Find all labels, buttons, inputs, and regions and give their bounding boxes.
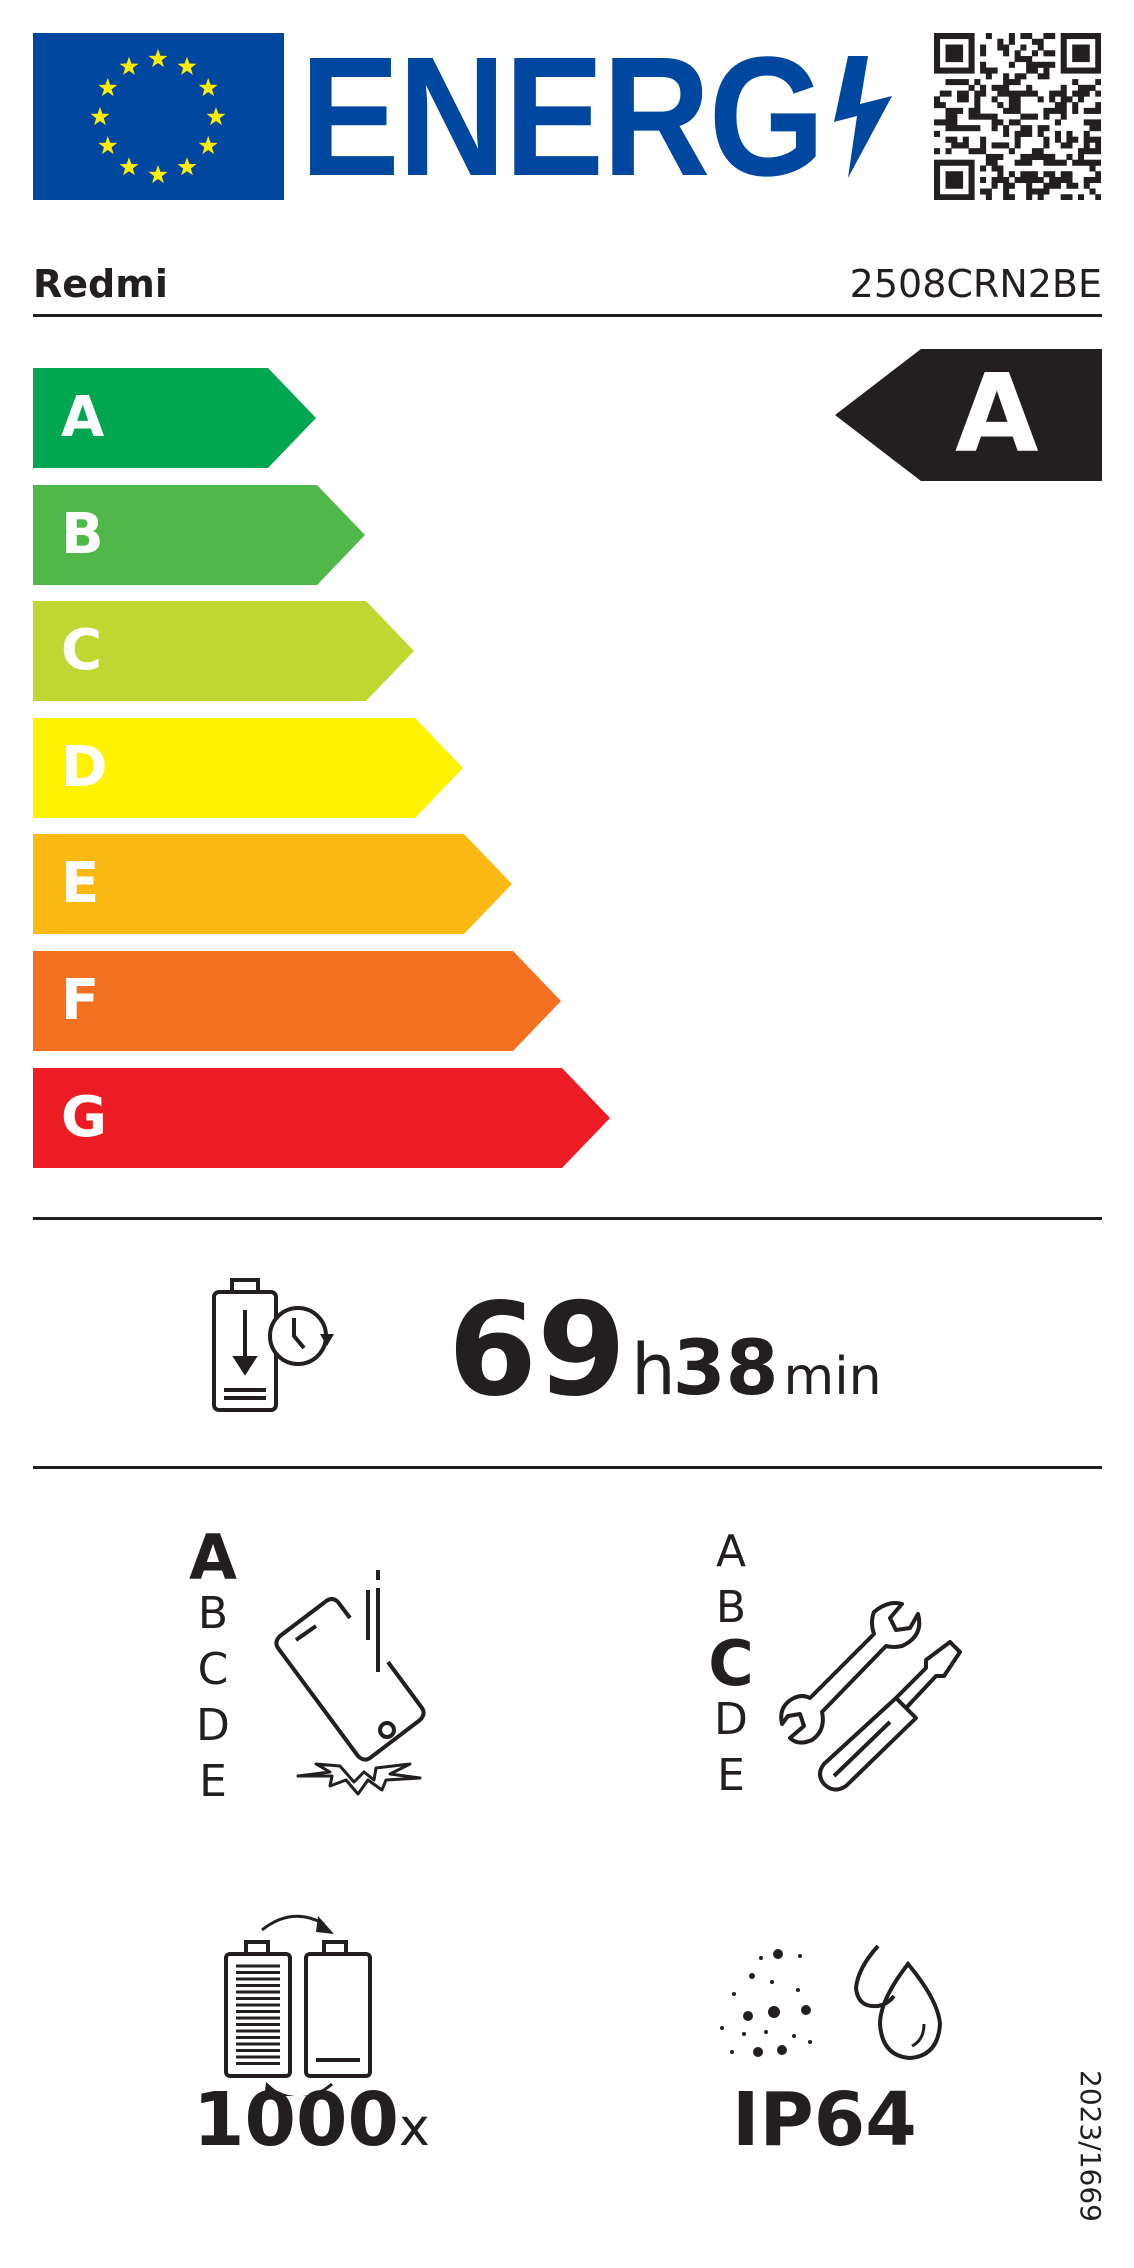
dust-particle xyxy=(730,2050,734,2054)
scale-class-a: A xyxy=(715,1526,747,1577)
eu-star-icon xyxy=(119,157,139,176)
divider xyxy=(33,1217,1102,1220)
energy-class-bar-a: A xyxy=(33,368,316,468)
eu-flag xyxy=(33,33,284,200)
endurance-hours-unit: h xyxy=(631,1329,676,1411)
dust-particle xyxy=(742,2032,746,2036)
eu-star-icon xyxy=(148,165,168,184)
battery-clock-icon xyxy=(212,1278,334,1412)
dust-particle xyxy=(768,2006,780,2018)
eu-star-icon xyxy=(119,56,139,75)
ip-rating: IP64 xyxy=(732,2077,917,2163)
energy-bar-shape xyxy=(33,484,365,585)
divider xyxy=(33,1466,1102,1469)
scale-class-d: D xyxy=(196,1700,230,1751)
eu-star-icon xyxy=(206,107,226,126)
battery-cycles-value: 1000 xyxy=(193,2077,399,2163)
qr-code xyxy=(934,33,1101,200)
energy-class-bar-g: G xyxy=(33,1067,610,1168)
endurance-hours: 69 xyxy=(448,1276,627,1425)
energy-bar-shape xyxy=(33,1067,610,1168)
eu-star-icon xyxy=(98,136,118,155)
regulation-number: 2023/1669 xyxy=(1074,2070,1107,2222)
scale-class-c: C xyxy=(708,1627,754,1700)
energy-class-bar-c: C xyxy=(33,601,414,702)
dust-particle xyxy=(764,2030,768,2034)
energy-bar-shape xyxy=(33,601,414,702)
energy-class-letter: D xyxy=(61,734,108,800)
endurance-minutes-unit: min xyxy=(783,1347,882,1407)
dust-particle xyxy=(720,2026,724,2030)
eu-star-icon xyxy=(177,56,197,75)
eu-star-icon xyxy=(198,78,218,97)
energy-class-bar-b: B xyxy=(33,484,365,585)
dust-water-icon xyxy=(720,1944,943,2061)
scale-class-e: E xyxy=(199,1756,227,1807)
dust-particle xyxy=(759,1956,763,1960)
energy-bar-shape xyxy=(33,368,316,468)
dust-particle xyxy=(777,2045,787,2055)
scale-class-b: B xyxy=(197,1588,229,1639)
eu-star-icon xyxy=(90,107,110,126)
energy-class-bar-d: D xyxy=(33,717,463,818)
energy-bar-shape xyxy=(33,717,463,818)
energy-class-letter: A xyxy=(61,385,105,450)
divider xyxy=(33,314,1102,317)
energy-class-letter: F xyxy=(61,968,100,1033)
battery-cycle-icon xyxy=(224,1914,372,2096)
energy-bar-shape xyxy=(33,834,512,935)
eu-stars-icon xyxy=(90,49,226,184)
dust-particle xyxy=(749,1973,755,1979)
scale-class-d: D xyxy=(714,1694,748,1745)
energy-logo: ENERG xyxy=(300,22,895,212)
model-number: 2508CRN2BE xyxy=(849,262,1102,306)
dust-particle xyxy=(770,1980,774,1984)
energy-class-letter: E xyxy=(61,851,100,917)
phone-drop-icon xyxy=(274,1570,426,1796)
rating-letter: A xyxy=(955,352,1039,477)
rating-arrow: A xyxy=(835,349,1102,481)
dust-particle xyxy=(796,1988,800,1992)
scale-class-c: C xyxy=(197,1644,229,1695)
scale-class-a: A xyxy=(189,1521,237,1594)
scale-class-b: B xyxy=(715,1582,747,1633)
battery-cycles: 1000x xyxy=(193,2080,430,2160)
dust-particle xyxy=(808,2040,812,2044)
dust-particle xyxy=(753,2047,763,2057)
eu-star-icon xyxy=(198,136,218,155)
lightning-icon xyxy=(834,56,892,178)
energy-class-letter: C xyxy=(61,618,103,684)
eu-star-icon xyxy=(177,157,197,176)
dust-particle xyxy=(773,1949,783,1959)
energy-class-bar-f: F xyxy=(33,951,561,1051)
brand-name: Redmi xyxy=(33,262,168,306)
dust-particle xyxy=(792,2034,796,2038)
dust-particle xyxy=(801,2005,811,2015)
dust-particle xyxy=(732,1992,736,1996)
endurance-minutes: 38 xyxy=(672,1323,779,1412)
battery-endurance: 69 h 38 min xyxy=(448,1286,882,1416)
eu-star-icon xyxy=(98,78,118,97)
scale-class-e: E xyxy=(717,1750,745,1801)
dust-particle xyxy=(798,1954,802,1958)
energy-class-bar-e: E xyxy=(33,834,512,935)
battery-cycles-unit: x xyxy=(398,2098,430,2158)
energy-class-letter: G xyxy=(61,1084,107,1150)
dust-particle xyxy=(743,2011,753,2021)
energy-bar-shape xyxy=(33,951,561,1051)
energy-logo-text: ENERG xyxy=(300,22,825,212)
energy-class-letter: B xyxy=(61,501,104,567)
wrench-screwdriver-icon xyxy=(779,1601,962,1792)
eu-star-icon xyxy=(148,49,168,68)
